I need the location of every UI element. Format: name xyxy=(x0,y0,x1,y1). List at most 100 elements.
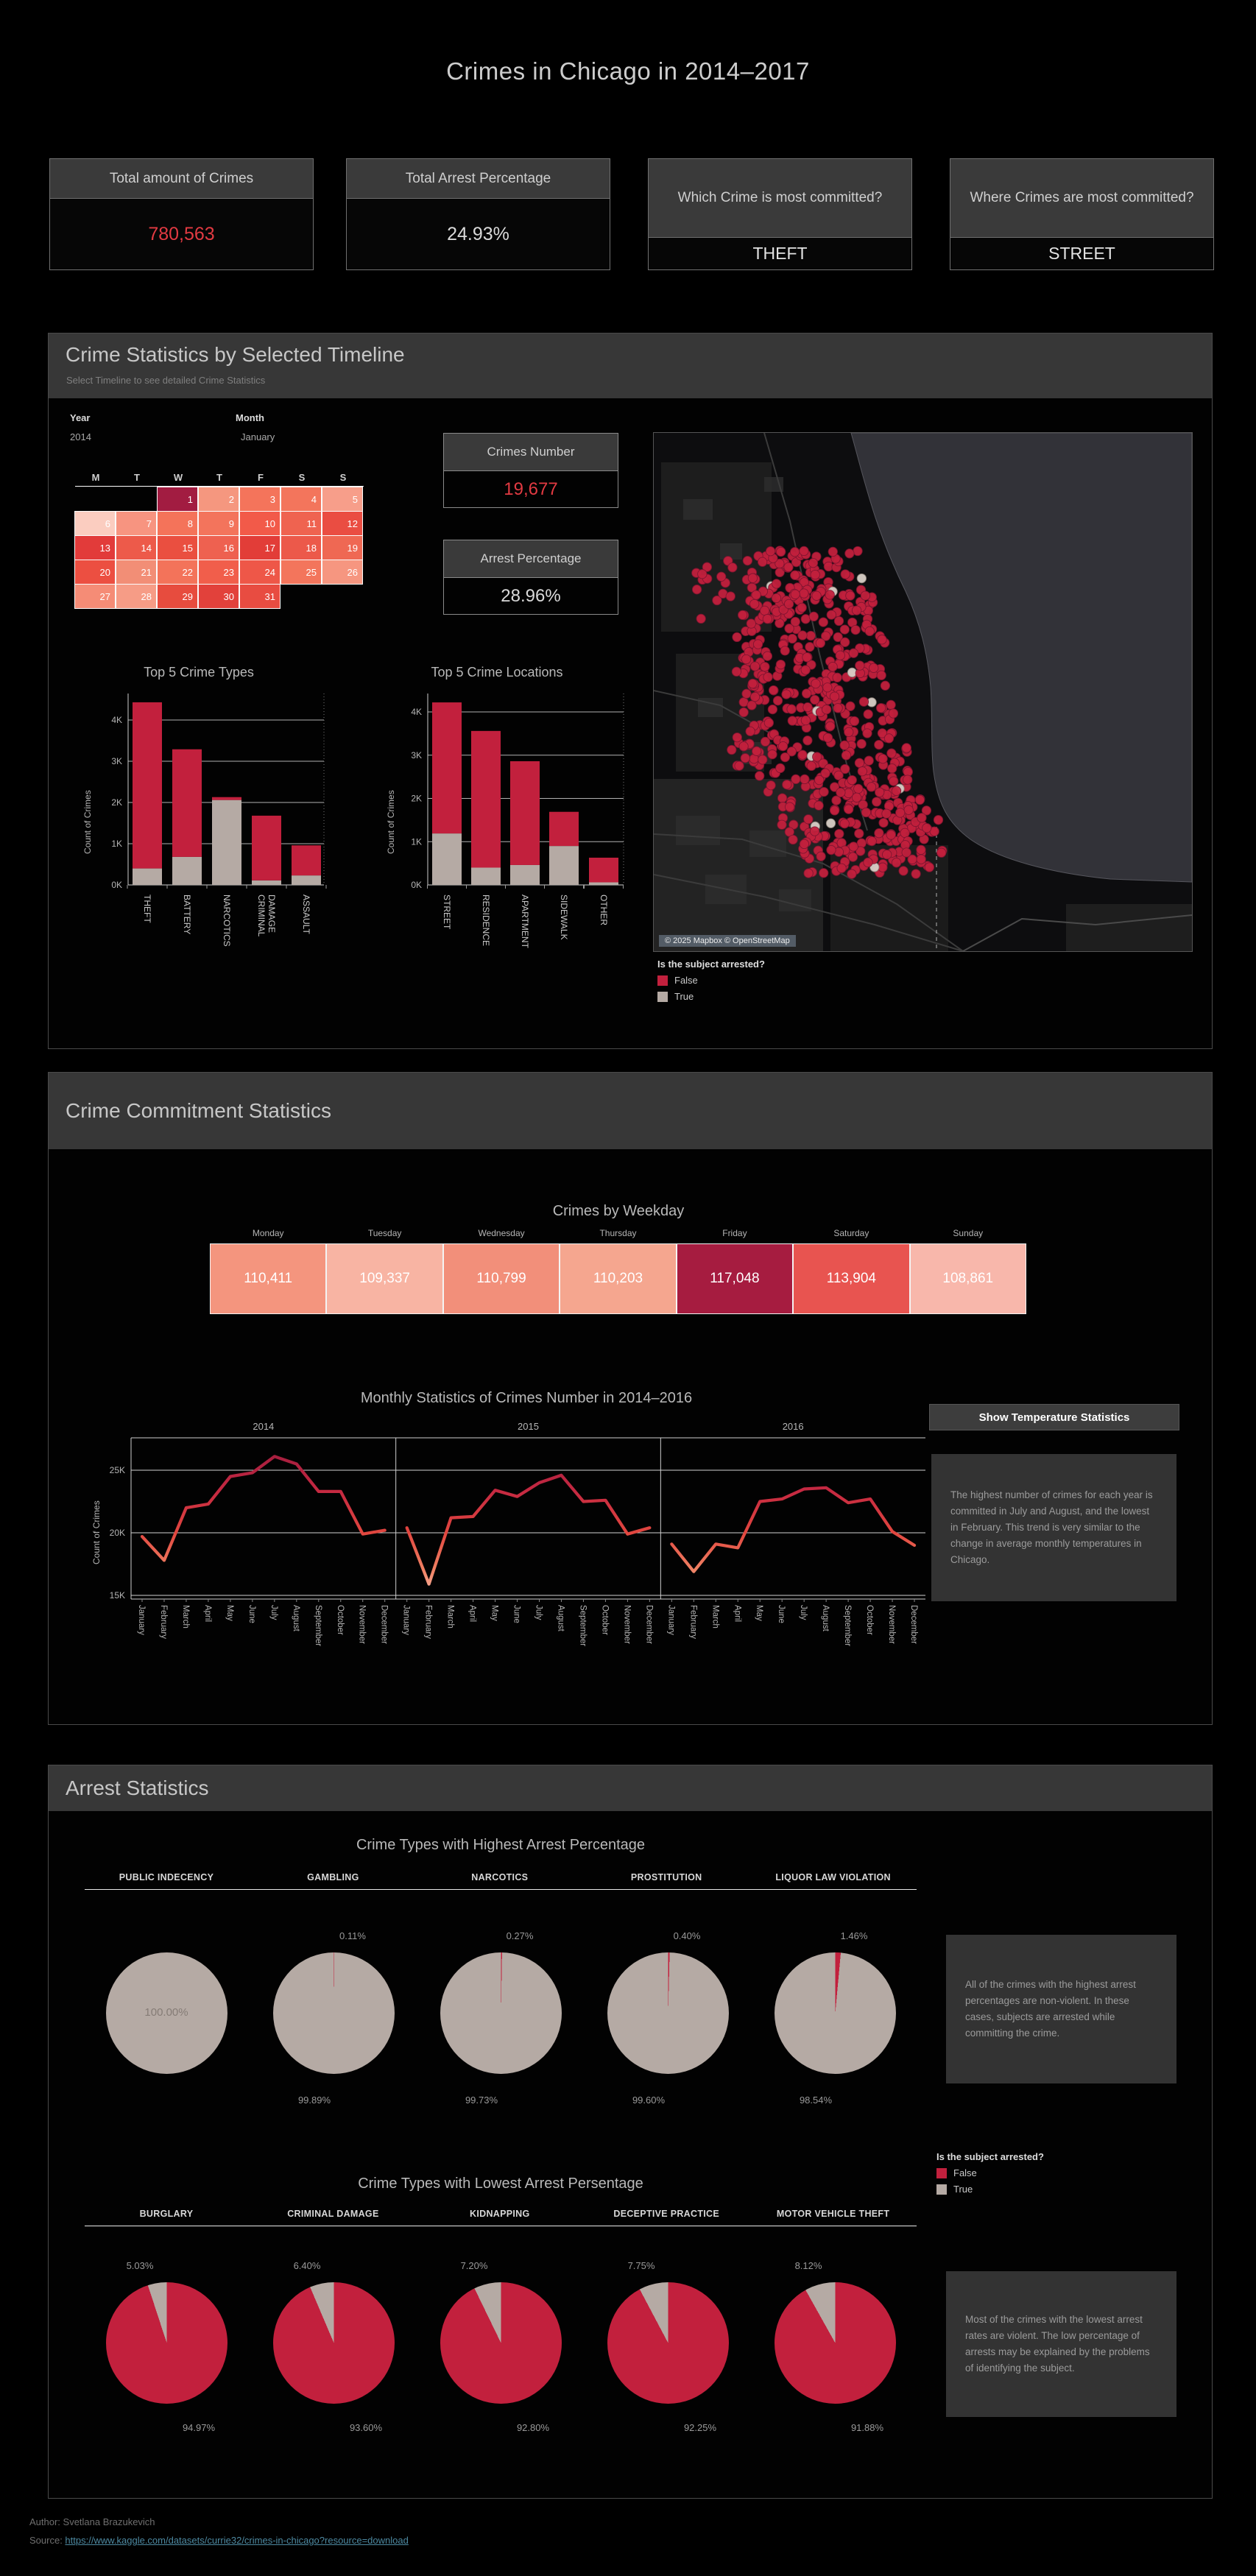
legend-item-false[interactable]: False xyxy=(936,2167,1044,2178)
calendar-day[interactable]: 3 xyxy=(239,487,281,512)
calendar-day[interactable]: 9 xyxy=(198,511,239,536)
bar-segment-true[interactable] xyxy=(212,800,241,885)
crime-trend-line[interactable] xyxy=(405,1473,652,1586)
calendar-day[interactable]: 16 xyxy=(198,535,239,560)
show-temperature-button[interactable]: Show Temperature Statistics xyxy=(929,1404,1179,1430)
calendar-day[interactable]: 20 xyxy=(74,560,116,585)
bar-segment-false[interactable] xyxy=(252,815,281,881)
calendar-day[interactable]: 25 xyxy=(281,560,322,585)
calendar-day[interactable]: 10 xyxy=(239,511,281,536)
bar-segment-false[interactable] xyxy=(172,749,202,857)
pie-chart[interactable] xyxy=(272,1952,395,2074)
arrest-percentage-value: 28.96% xyxy=(501,585,561,606)
calendar-day[interactable]: 1 xyxy=(157,487,198,512)
pie-chart[interactable] xyxy=(607,1952,729,2074)
month-label: January xyxy=(137,1605,146,1635)
svg-text:25K: 25K xyxy=(110,1465,125,1475)
weekday-cell[interactable]: 110,799 xyxy=(442,1243,560,1314)
calendar-day[interactable]: 22 xyxy=(157,560,198,585)
bar-segment-true[interactable] xyxy=(252,880,281,885)
calendar-day[interactable]: 30 xyxy=(198,584,239,609)
crime-map[interactable]: © 2025 Mapbox © OpenStreetMap xyxy=(653,432,1193,952)
pie-chart[interactable] xyxy=(774,1952,896,2074)
pie-chart[interactable] xyxy=(774,2282,896,2404)
bar-segment-false[interactable] xyxy=(589,857,618,883)
month-label: October xyxy=(336,1605,345,1635)
weekday-cell[interactable]: 110,203 xyxy=(560,1243,677,1314)
bar-segment-true[interactable] xyxy=(133,868,162,885)
bar-segment-true[interactable] xyxy=(510,864,540,885)
calendar-day[interactable]: 23 xyxy=(198,560,239,585)
pie-chart[interactable] xyxy=(440,2282,562,2404)
calendar-day[interactable]: 29 xyxy=(157,584,198,609)
year-filter-value[interactable]: 2014 xyxy=(70,431,91,442)
bar-segment-false[interactable] xyxy=(292,845,321,876)
kpi-arrest-percentage: Total Arrest Percentage 24.93% xyxy=(346,158,610,270)
calendar-day[interactable]: 27 xyxy=(74,584,116,609)
calendar-day[interactable]: 7 xyxy=(116,511,157,536)
calendar-day[interactable]: 18 xyxy=(281,535,322,560)
weekday-cell[interactable]: 109,337 xyxy=(326,1243,443,1314)
crime-trend-line[interactable] xyxy=(140,1455,387,1562)
pie-chart[interactable] xyxy=(272,2282,395,2404)
bar-segment-false[interactable] xyxy=(510,761,540,865)
bar-segment-false[interactable] xyxy=(133,702,162,869)
bar-segment-true[interactable] xyxy=(172,856,202,885)
weekday-cell[interactable]: 117,048 xyxy=(676,1243,794,1314)
pie-chart[interactable] xyxy=(607,2282,729,2404)
calendar-day[interactable]: 13 xyxy=(74,535,116,560)
bar-segment-true[interactable] xyxy=(589,882,618,885)
map-attribution[interactable]: © 2025 Mapbox © OpenStreetMap xyxy=(659,935,796,947)
pie-chart[interactable] xyxy=(105,1952,227,2074)
calendar-day[interactable]: 26 xyxy=(322,560,363,585)
calendar-day[interactable]: 17 xyxy=(239,535,281,560)
bar-segment-false[interactable] xyxy=(432,702,462,834)
month-label: December xyxy=(380,1605,389,1644)
calendar-day[interactable]: 21 xyxy=(116,560,157,585)
bar-chart-crime-locations[interactable]: 0K 1K 2K 3K 4K STREET RESIDENCE APARTMENT SIDEWA… xyxy=(390,685,670,959)
line-chart-monthly[interactable]: 15K 20K 25K 2014 January February March April Ma… xyxy=(96,1414,950,1723)
kpi-label: Which Crime is most committed? xyxy=(649,159,911,238)
bar-segment-true[interactable] xyxy=(471,867,501,886)
bar-segment-true[interactable] xyxy=(549,846,579,885)
month-filter-value[interactable]: January xyxy=(241,431,275,442)
panel-year-label: 2016 xyxy=(783,1421,804,1432)
weekday-cell[interactable]: 108,861 xyxy=(909,1243,1026,1314)
crime-trend-line[interactable] xyxy=(670,1486,917,1573)
legend-item-false[interactable]: False xyxy=(657,975,765,986)
legend-item-true[interactable]: True xyxy=(936,2184,1044,2195)
bar-segment-true[interactable] xyxy=(292,875,321,885)
calendar-day[interactable]: 6 xyxy=(74,511,116,536)
calendar-day[interactable]: 14 xyxy=(116,535,157,560)
pie-chart[interactable] xyxy=(105,2282,227,2404)
calendar-day[interactable]: 31 xyxy=(239,584,281,609)
calendar-day[interactable]: 28 xyxy=(116,584,157,609)
calendar-day[interactable]: 2 xyxy=(198,487,239,512)
calendar-day[interactable]: 5 xyxy=(322,487,363,512)
weekday-heatmap: 110,411 109,337 110,799 110,203 117,048 113,9… xyxy=(209,1243,1026,1314)
weekday-cell[interactable]: 110,411 xyxy=(209,1243,327,1314)
footer-source-link[interactable]: https://www.kaggle.com/datasets/currie32… xyxy=(65,2535,409,2546)
legend-item-true[interactable]: True xyxy=(657,991,765,1002)
month-label: November xyxy=(622,1605,631,1644)
kpi-label: Where Crimes are most committed? xyxy=(950,159,1213,238)
calendar-day[interactable]: 15 xyxy=(157,535,198,560)
month-label: April xyxy=(203,1605,212,1622)
calendar-day[interactable]: 4 xyxy=(281,487,322,512)
calendar-day[interactable]: 19 xyxy=(322,535,363,560)
bar-segment-false[interactable] xyxy=(471,730,501,868)
bar-segment-false[interactable] xyxy=(549,811,579,847)
pie-chart[interactable] xyxy=(440,1952,562,2074)
calendar-day[interactable]: 8 xyxy=(157,511,198,536)
pie-minor-percentage: 1.46% xyxy=(840,1930,868,1941)
weekday-cell[interactable]: 113,904 xyxy=(793,1243,910,1314)
bar-chart-crime-types[interactable]: 0K 1K 2K 3K 4K THEFT BATTERY NARCOTICS CRIMINAL D… xyxy=(66,685,368,959)
calendar-day[interactable]: 24 xyxy=(239,560,281,585)
bar-segment-true[interactable] xyxy=(432,833,462,885)
bar-segment-false[interactable] xyxy=(212,797,241,800)
pie-minor-percentage: 6.40% xyxy=(293,2260,321,2271)
pie-minor-percentage: 0.27% xyxy=(506,1930,534,1941)
calendar-day[interactable]: 11 xyxy=(281,511,322,536)
calendar-day[interactable]: 12 xyxy=(322,511,363,536)
